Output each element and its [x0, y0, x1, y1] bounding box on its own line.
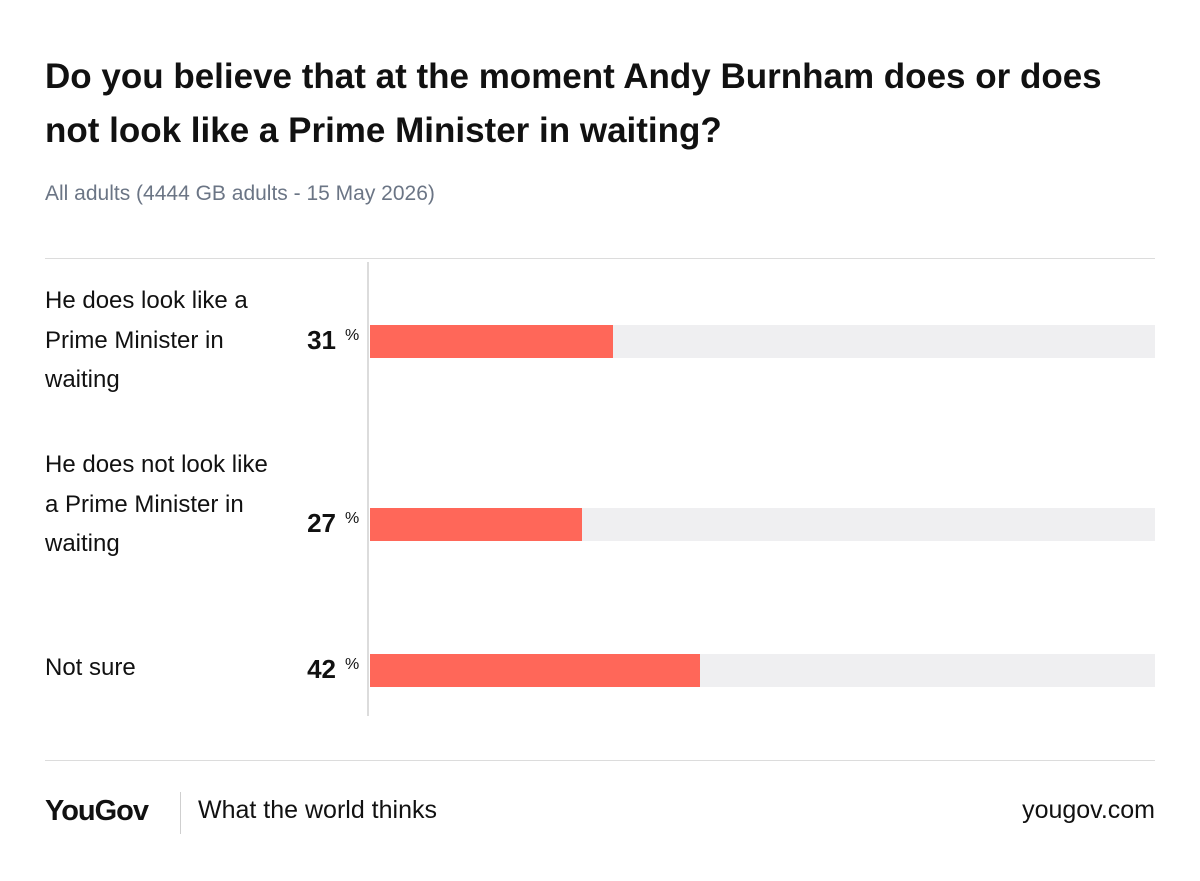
top-divider	[45, 258, 1155, 259]
value-unit: %	[345, 510, 360, 527]
chart-title: Do you believe that at the moment Andy B…	[45, 57, 1102, 150]
bar	[370, 654, 700, 687]
value-unit: %	[345, 327, 360, 344]
bar	[370, 325, 614, 358]
category-label: Not sure	[45, 654, 136, 681]
bar-track	[370, 508, 1155, 541]
footer-url[interactable]: yougov.com	[1022, 796, 1155, 824]
value-label: 27	[307, 508, 336, 538]
footer-divider	[180, 792, 181, 834]
yougov-logo: YouGov	[45, 795, 149, 827]
category-label: He does look like a Prime Minister in wa…	[45, 287, 248, 393]
value-label: 42	[307, 654, 336, 684]
category-label: He does not look like a Prime Minister i…	[45, 451, 268, 557]
footer-tagline: What the world thinks	[198, 796, 437, 824]
chart-subtitle: All adults (4444 GB adults - 15 May 2026…	[45, 182, 435, 205]
value-label: 31	[307, 325, 336, 355]
bar-track	[370, 654, 1155, 687]
axis-line	[367, 262, 369, 716]
bar	[370, 508, 582, 541]
bar-track	[370, 325, 1155, 358]
value-unit: %	[345, 656, 360, 673]
bottom-divider	[45, 760, 1155, 761]
